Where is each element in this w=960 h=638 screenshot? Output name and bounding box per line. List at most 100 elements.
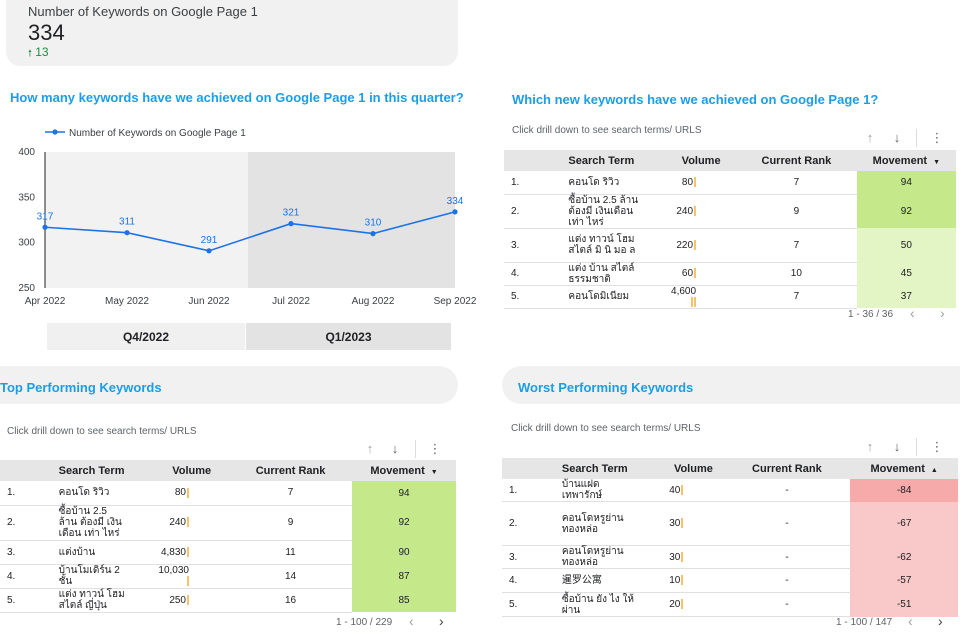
quarter-label: Q1/2023 bbox=[325, 330, 371, 344]
column-header-current-rank[interactable]: Current Rank bbox=[229, 460, 353, 481]
volume-cell: 10,030 bbox=[154, 564, 229, 589]
volume-cell: 4,600 bbox=[666, 285, 737, 309]
more-vert-icon[interactable]: ⋮ bbox=[930, 130, 944, 145]
column-header-movement[interactable]: Movement ▼ bbox=[352, 460, 456, 481]
table-row[interactable]: 2. ซื้อบ้าน 2.5 ล้าน ต้องมี เงินเดือน เท่… bbox=[504, 194, 956, 229]
volume-bar bbox=[187, 546, 189, 557]
column-header-search-term[interactable]: Search Term bbox=[531, 458, 664, 479]
arrow-down-icon[interactable]: ↓ bbox=[893, 130, 901, 145]
more-vert-icon[interactable]: ⋮ bbox=[428, 441, 442, 456]
volume-cell: 240 bbox=[154, 505, 229, 541]
rank-cell: 7 bbox=[229, 481, 353, 506]
row-index: 5. bbox=[504, 285, 539, 309]
row-index: 3. bbox=[0, 540, 29, 565]
column-header-movement[interactable]: Movement ▲ bbox=[850, 458, 958, 479]
column-header-current-rank[interactable]: Current Rank bbox=[736, 150, 857, 171]
column-header-search-term[interactable]: Search Term bbox=[538, 150, 667, 171]
arrow-up-icon[interactable]: ↑ bbox=[866, 130, 874, 145]
row-index: 4. bbox=[0, 564, 29, 589]
arrow-up-icon: 🠕 bbox=[28, 48, 32, 58]
table-row[interactable]: 1. บ้านแฝด เทพารักษ์ 40- -84 bbox=[502, 479, 958, 502]
scorecard-delta: 🠕 13 bbox=[28, 45, 49, 59]
volume-bar bbox=[691, 296, 694, 307]
arrow-up-icon[interactable]: ↑ bbox=[366, 441, 374, 456]
row-index: 2. bbox=[502, 501, 532, 546]
data-label: 321 bbox=[283, 208, 300, 219]
data-label: 311 bbox=[119, 217, 135, 228]
arrow-down-icon[interactable]: ↓ bbox=[391, 441, 399, 456]
search-term-cell: คอนโดหรูย่าน ทองหล่อ bbox=[531, 501, 664, 546]
search-term-cell: 暹罗公寓 bbox=[531, 568, 664, 593]
sort-icon[interactable]: ▲ bbox=[930, 466, 938, 474]
data-label: 317 bbox=[37, 211, 54, 222]
column-header-current-rank[interactable]: Current Rank bbox=[723, 458, 851, 479]
table-row[interactable]: 1. คอนโด ริวิว 80 7 94 bbox=[504, 171, 956, 195]
volume-cell: 80 bbox=[666, 171, 737, 195]
table-row[interactable]: 5. แต่ง ทาวน์ โฮม สไตล์ ญี่ปุ่น 250 16 85 bbox=[0, 588, 456, 613]
quarter-shade-q4 bbox=[45, 152, 248, 288]
movement-cell: 94 bbox=[856, 171, 956, 194]
chevron-right-icon[interactable]: › bbox=[938, 613, 943, 629]
search-term-cell: บ้านแฝด เทพารักษ์ bbox=[531, 479, 664, 502]
volume-bar bbox=[187, 576, 189, 587]
row-index: 2. bbox=[504, 194, 539, 229]
chevron-left-icon[interactable]: ‹ bbox=[910, 305, 915, 321]
sort-icon[interactable]: ▼ bbox=[933, 158, 941, 166]
chevron-right-icon[interactable]: › bbox=[439, 613, 444, 629]
table-row[interactable]: 4. บ้านโมเดิร์น 2 ชั้น 10,030 14 87 bbox=[0, 564, 456, 589]
chevron-right-icon[interactable]: › bbox=[940, 305, 945, 321]
table-row[interactable]: 4. 暹罗公寓 10- -57 bbox=[502, 568, 958, 593]
worst-keywords-title: Worst Performing Keywords bbox=[518, 380, 694, 395]
x-tick-label: May 2022 bbox=[105, 296, 149, 307]
column-header-volume[interactable]: Volume bbox=[154, 460, 229, 481]
quarter-box bbox=[47, 323, 245, 350]
volume-cell: 30 bbox=[663, 501, 724, 546]
column-header-index bbox=[504, 150, 539, 171]
volume-bar bbox=[681, 599, 684, 610]
top-keywords-pager: 1 - 100 / 229 bbox=[336, 617, 393, 628]
volume-bar bbox=[694, 239, 697, 250]
column-header-search-term[interactable]: Search Term bbox=[28, 460, 155, 481]
movement-cell: 92 bbox=[352, 505, 456, 540]
chevron-left-icon[interactable]: ‹ bbox=[409, 613, 414, 629]
table-row[interactable]: 5. ซื้อบ้าน ยัง ไง ให้ผ่าน 20- -51 bbox=[502, 592, 958, 617]
volume-cell: 40 bbox=[663, 479, 724, 502]
volume-cell: 220 bbox=[666, 228, 737, 263]
toolbar-divider bbox=[916, 438, 917, 456]
more-vert-icon[interactable]: ⋮ bbox=[930, 439, 944, 454]
movement-cell: 92 bbox=[856, 194, 956, 228]
column-header-volume[interactable]: Volume bbox=[666, 150, 737, 171]
worst-keywords-toolbar: ↑ ↓ ⋮ bbox=[860, 437, 960, 459]
new-keywords-hint: Click drill down to see search terms/ UR… bbox=[512, 125, 702, 136]
column-header-volume[interactable]: Volume bbox=[663, 458, 724, 479]
table-row[interactable]: 4. แต่ง บ้าน สไตล์ ธรรมชาติ 60 10 45 bbox=[504, 262, 956, 286]
x-tick-label: Jul 2022 bbox=[272, 296, 310, 307]
table-row[interactable]: 2. คอนโดหรูย่าน ทองหล่อ 30- -67 bbox=[502, 501, 958, 546]
data-point bbox=[452, 209, 458, 215]
scorecard-value: 334 bbox=[28, 20, 65, 45]
movement-cell: 50 bbox=[856, 228, 956, 262]
x-tick-label: Apr 2022 bbox=[25, 296, 66, 307]
volume-bar bbox=[187, 487, 189, 498]
table-row[interactable]: 2. ซื้อบ้าน 2.5 ล้าน ต้องมี เงินเดือน เท่… bbox=[0, 505, 456, 541]
row-index: 1. bbox=[504, 171, 539, 195]
volume-cell: 30 bbox=[663, 545, 724, 569]
table-row[interactable]: 1. คอนโด ริวิว 80 7 94 bbox=[0, 481, 456, 506]
movement-cell: -67 bbox=[850, 501, 958, 546]
search-term-cell: แต่งบ้าน bbox=[28, 540, 155, 565]
toolbar-divider bbox=[916, 129, 917, 147]
y-tick-label: 250 bbox=[18, 283, 35, 294]
arrow-up-icon[interactable]: ↑ bbox=[866, 439, 874, 454]
sort-icon[interactable]: ▼ bbox=[430, 468, 438, 476]
chevron-left-icon[interactable]: ‹ bbox=[908, 613, 913, 629]
table-row[interactable]: 3. แต่ง ทาวน์ โฮม สไตล์ มิ นิ มอ ล 220 7 50 bbox=[504, 228, 956, 263]
data-label: 291 bbox=[201, 235, 218, 246]
column-header-movement[interactable]: Movement ▼ bbox=[856, 150, 956, 171]
worst-keywords-header bbox=[502, 366, 960, 404]
legend-label: Number of Keywords on Google Page 1 bbox=[69, 128, 246, 139]
table-row[interactable]: 3. แต่งบ้าน 4,830 11 90 bbox=[0, 540, 456, 565]
table-row[interactable]: 3. คอนโดหรูย่านทองหล่อ 30- -62 bbox=[502, 545, 958, 569]
row-index: 1. bbox=[502, 479, 532, 502]
table-row[interactable]: 5. คอนโดมิเนียม 4,600 7 37 bbox=[504, 285, 956, 309]
arrow-down-icon[interactable]: ↓ bbox=[893, 439, 901, 454]
